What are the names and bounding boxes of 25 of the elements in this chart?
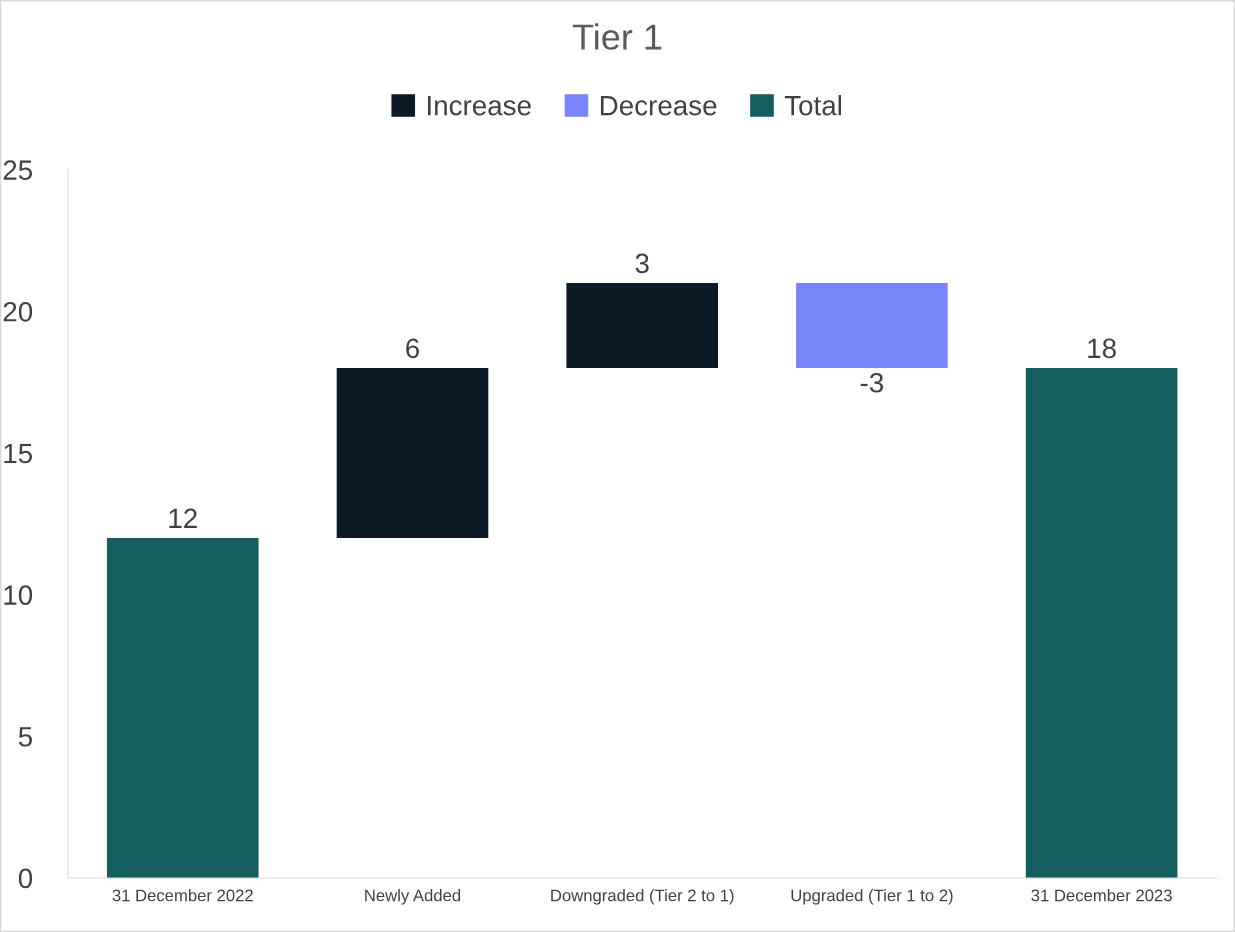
x-tick-label: 31 December 2023 <box>1031 889 1172 902</box>
bar <box>566 282 718 368</box>
bar <box>106 537 259 878</box>
data-label: 18 <box>1088 338 1116 359</box>
data-label: 12 <box>169 508 197 528</box>
x-tick-label: Newly Added <box>365 889 461 905</box>
data-label: 3 <box>635 253 649 274</box>
bar <box>336 367 489 538</box>
x-tick-label: 31 December 2022 <box>112 889 253 902</box>
data-label: 6 <box>406 338 419 359</box>
y-tick-label: 0 <box>18 868 33 889</box>
y-tick-label: 25 <box>3 160 33 180</box>
legend-label: Decrease <box>600 96 717 116</box>
x-tick-label: Downgraded (Tier 2 to 1) <box>551 889 734 905</box>
bar <box>796 282 948 368</box>
x-tick-label: Upgraded (Tier 1 to 2) <box>791 889 953 905</box>
data-label: -3 <box>860 372 884 393</box>
bar <box>1025 367 1178 878</box>
legend-label: Increase <box>428 96 531 116</box>
y-tick-label: 10 <box>4 585 33 605</box>
y-tick-label: 20 <box>3 301 33 322</box>
y-tick-label: 5 <box>18 727 33 747</box>
legend-label: Total <box>784 95 842 116</box>
chart-title: Tier 1 <box>572 23 662 50</box>
y-tick-label: 15 <box>4 443 33 464</box>
